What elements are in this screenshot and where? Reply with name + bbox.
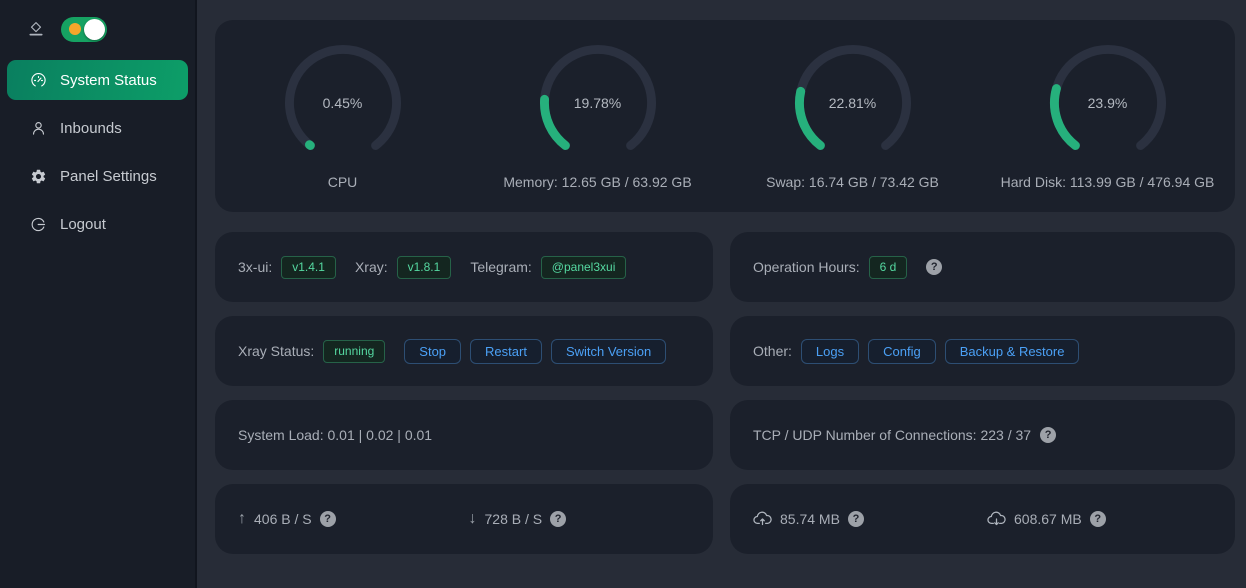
- total-sent-group: 85.74 MB ?: [753, 511, 978, 527]
- operation-hours-card: Operation Hours: 6 d ?: [730, 232, 1235, 302]
- operation-hours-label: Operation Hours:: [753, 259, 860, 275]
- network-speed-card: ↑ 406 B / S ? ↓ 728 B / S ?: [215, 484, 713, 554]
- switch-version-button[interactable]: Switch Version: [550, 338, 667, 364]
- question-icon[interactable]: ?: [926, 259, 943, 275]
- operation-hours-tag: 6 d: [868, 255, 908, 279]
- dashboard-icon: [30, 72, 47, 89]
- total-received-group: 608.67 MB ?: [987, 511, 1212, 527]
- logout-icon: [30, 216, 47, 233]
- cloud-upload-icon: [753, 511, 772, 527]
- xray-status-tag: running: [323, 339, 386, 363]
- hard-disk-label: Hard Disk: 113.99 GB / 476.94 GB: [1000, 174, 1215, 190]
- swap-label: Swap: 16.74 GB / 73.42 GB: [766, 174, 939, 190]
- system-load-text: System Load: 0.01 | 0.02 | 0.01: [238, 427, 433, 443]
- 3xui-version-label: 3x-ui:: [238, 259, 273, 275]
- other-label: Other:: [753, 343, 792, 359]
- question-icon[interactable]: ?: [550, 511, 567, 527]
- stop-button[interactable]: Stop: [404, 338, 462, 364]
- swap-gauge: 22.81%: [791, 41, 915, 165]
- gauge-memory: 19.78% Memory: 12.65 GB / 63.92 GB: [470, 20, 725, 212]
- question-icon[interactable]: ?: [1040, 427, 1057, 443]
- connections-text: TCP / UDP Number of Connections: 223 / 3…: [753, 427, 1032, 443]
- bg-colors-icon: [27, 20, 45, 38]
- xray-status-card: Xray Status: running Stop Restart Switch…: [215, 316, 713, 386]
- backup-restore-button[interactable]: Backup & Restore: [944, 338, 1080, 364]
- memory-gauge: 19.78%: [536, 41, 660, 165]
- question-icon[interactable]: ?: [319, 511, 336, 527]
- network-total-card: 85.74 MB ? 608.67 MB ?: [730, 484, 1235, 554]
- question-icon[interactable]: ?: [1089, 511, 1106, 527]
- sidebar-item-panel-settings[interactable]: Panel Settings: [0, 152, 195, 200]
- hard-disk-gauge: 23.9%: [1046, 41, 1170, 165]
- gauge-cpu: 0.45% CPU: [215, 20, 470, 212]
- hard-disk-percent: 23.9%: [1087, 95, 1128, 111]
- memory-label: Memory: 12.65 GB / 63.92 GB: [503, 174, 692, 190]
- sidebar: System Status Inbounds Panel Settings: [0, 0, 197, 588]
- gauge-hard-disk: 23.9% Hard Disk: 113.99 GB / 476.94 GB: [980, 20, 1235, 212]
- 3xui-version-tag: v1.4.1: [281, 255, 336, 279]
- sidebar-item-label: Logout: [60, 215, 106, 233]
- download-speed-value: 728 B / S: [484, 511, 543, 527]
- telegram-label: Telegram:: [470, 259, 532, 275]
- cloud-download-icon: [987, 511, 1006, 527]
- arrow-down-icon: ↓: [468, 510, 477, 527]
- toggle-knob: [84, 18, 105, 40]
- other-actions-card: Other: Logs Config Backup & Restore: [730, 316, 1235, 386]
- xray-version-tag: v1.8.1: [396, 255, 452, 279]
- question-icon[interactable]: ?: [847, 511, 864, 527]
- swap-percent: 22.81%: [828, 95, 877, 111]
- logs-button[interactable]: Logs: [800, 338, 860, 364]
- cpu-label: CPU: [327, 174, 358, 190]
- dark-mode-toggle[interactable]: [61, 16, 107, 42]
- config-button[interactable]: Config: [868, 338, 936, 364]
- system-load-card: System Load: 0.01 | 0.02 | 0.01: [215, 400, 713, 470]
- memory-percent: 19.78%: [573, 95, 622, 111]
- telegram-tag[interactable]: @panel3xui: [540, 255, 627, 279]
- total-sent-value: 85.74 MB: [780, 511, 840, 527]
- arrow-up-icon: ↑: [238, 510, 246, 527]
- sidebar-item-label: System Status: [60, 71, 157, 89]
- versions-card: 3x-ui: v1.4.1 Xray: v1.8.1 Telegram: @pa…: [215, 232, 713, 302]
- cpu-percent: 0.45%: [322, 95, 363, 111]
- resource-gauges-card: 0.45% CPU 19.78% Memory: 12.65 GB / 63.9…: [215, 20, 1235, 212]
- sidebar-item-system-status[interactable]: System Status: [7, 60, 188, 100]
- xray-version-label: Xray:: [354, 259, 388, 275]
- restart-button[interactable]: Restart: [470, 338, 542, 364]
- sidebar-item-label: Inbounds: [60, 119, 122, 137]
- cpu-gauge: 0.45%: [281, 41, 405, 165]
- theme-row: [0, 6, 195, 52]
- sidebar-item-logout[interactable]: Logout: [0, 200, 195, 248]
- system-status-page: 0.45% CPU 19.78% Memory: 12.65 GB / 63.9…: [197, 0, 1246, 588]
- sun-icon: [69, 23, 81, 35]
- sidebar-item-label: Panel Settings: [60, 167, 157, 185]
- download-speed-group: ↓ 728 B / S ?: [469, 511, 691, 527]
- gear-icon: [30, 168, 47, 185]
- upload-speed-group: ↑ 406 B / S ?: [238, 511, 460, 527]
- xray-status-label: Xray Status:: [238, 343, 315, 359]
- connections-card: TCP / UDP Number of Connections: 223 / 3…: [730, 400, 1235, 470]
- total-received-value: 608.67 MB: [1014, 511, 1082, 527]
- gauge-swap: 22.81% Swap: 16.74 GB / 73.42 GB: [725, 20, 980, 212]
- sidebar-item-inbounds[interactable]: Inbounds: [0, 104, 195, 152]
- sidebar-menu: System Status Inbounds Panel Settings: [0, 60, 195, 248]
- upload-speed-value: 406 B / S: [254, 511, 312, 527]
- user-icon: [30, 120, 47, 137]
